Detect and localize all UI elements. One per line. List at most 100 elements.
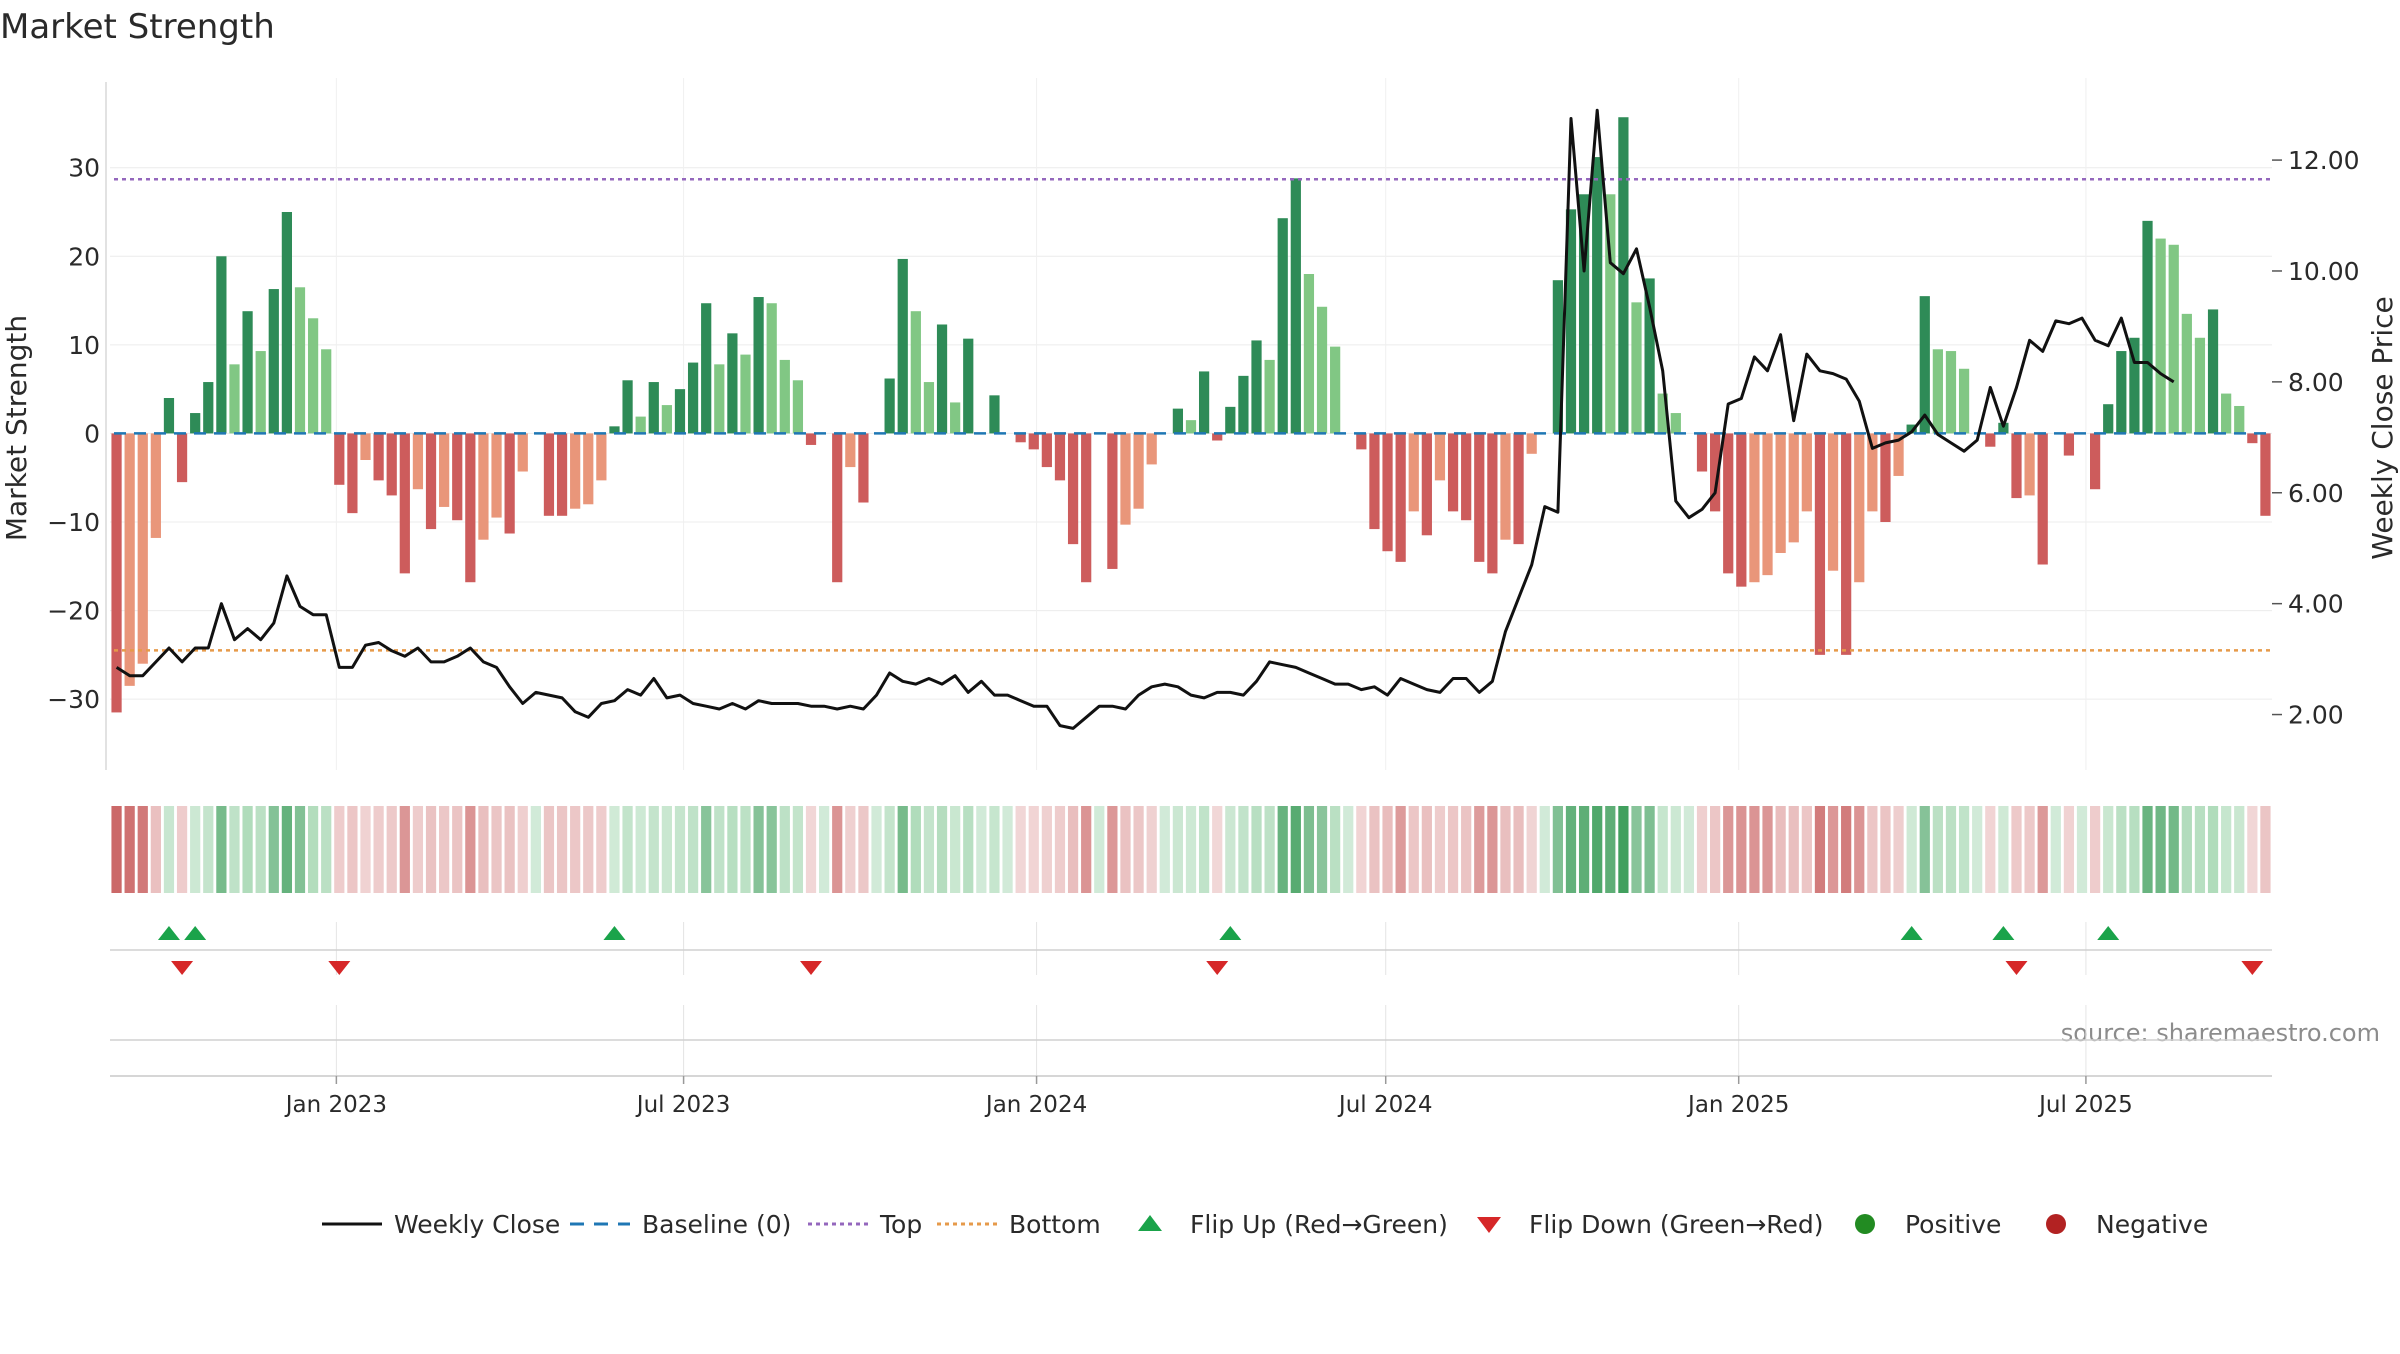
strength-bar: [884, 378, 895, 434]
strength-cell: [124, 806, 135, 893]
legend-negative-icon: [2046, 1214, 2066, 1234]
strength-bar: [1841, 433, 1852, 655]
strength-cell: [1775, 806, 1786, 893]
y2-tick-label: 8.00: [2288, 368, 2344, 397]
strength-bar: [1893, 433, 1904, 476]
strength-cell: [163, 806, 175, 893]
strength-cell: [1683, 806, 1695, 893]
strength-cell: [491, 806, 502, 893]
strength-bar: [596, 433, 607, 481]
strength-cell: [1054, 806, 1066, 893]
x-tick-label: Jul 2024: [1337, 1092, 1433, 1118]
strength-cell: [1264, 806, 1275, 893]
strength-cell: [2076, 806, 2088, 893]
strength-cell: [1067, 806, 1079, 893]
strength-cell: [832, 806, 843, 893]
strength-cell: [373, 806, 384, 893]
strength-bar: [2063, 433, 2075, 456]
legend-label: Flip Up (Red→Green): [1190, 1210, 1448, 1239]
strength-cell: [1277, 806, 1288, 893]
strength-bar: [832, 433, 843, 583]
strength-bar: [2194, 337, 2206, 434]
strength-bar: [255, 351, 266, 434]
strength-cell: [1198, 806, 1210, 893]
strength-cell: [1500, 806, 1511, 893]
y-tick-label: −20: [47, 597, 100, 626]
strength-bar: [1330, 346, 1341, 434]
strength-bar: [661, 405, 672, 434]
strength-cell: [1723, 806, 1734, 893]
strength-cell: [1513, 806, 1524, 893]
strength-cell: [2181, 806, 2192, 893]
strength-cell: [1002, 806, 1013, 893]
strength-cell: [819, 806, 830, 893]
strength-bar: [504, 433, 515, 534]
strength-bar: [1290, 178, 1301, 434]
strength-cell: [1592, 806, 1603, 893]
strength-cell: [452, 806, 463, 893]
strength-bar: [1356, 433, 1367, 450]
y2-tick-label: 2.00: [2288, 701, 2344, 730]
strength-cell: [334, 806, 345, 893]
strength-bar: [1369, 433, 1380, 530]
strength-bar: [294, 287, 306, 434]
strength-cell: [1867, 806, 1878, 893]
strength-bar: [858, 433, 869, 503]
strength-cell: [1749, 806, 1760, 893]
strength-cell: [1710, 806, 1721, 893]
strength-cell: [1670, 806, 1681, 893]
flip-up-marker: [1219, 926, 1242, 940]
y2-tick-label: 6.00: [2288, 479, 2344, 508]
strength-cell: [517, 806, 528, 893]
strength-cell: [1159, 806, 1170, 893]
legend-flip-up-icon: [1138, 1215, 1162, 1231]
strength-bar: [1788, 433, 1799, 543]
chart-title: Market Strength: [0, 7, 275, 47]
strength-bar: [635, 416, 646, 434]
strength-bar: [425, 433, 437, 530]
strength-cell: [727, 806, 738, 893]
strength-bar: [1880, 433, 1891, 522]
strength-cell: [399, 806, 410, 893]
strength-cell: [1565, 806, 1577, 893]
strength-bar: [687, 362, 699, 434]
strength-bar: [1723, 433, 1734, 574]
flip-down-marker: [2241, 961, 2264, 975]
strength-cell: [1906, 806, 1917, 893]
y2-tick-label: 10.00: [2288, 257, 2360, 286]
strength-cell: [609, 806, 620, 893]
strength-bar: [281, 212, 293, 434]
strength-bar: [556, 433, 568, 516]
strength-bar: [176, 433, 188, 483]
strength-cell: [1762, 806, 1773, 893]
strength-cell: [805, 806, 817, 893]
strength-bar: [583, 433, 594, 505]
strength-cell: [268, 806, 279, 893]
strength-cell: [1578, 806, 1590, 893]
strength-cell: [1801, 806, 1812, 893]
strength-bar: [2181, 313, 2192, 434]
strength-bar: [1382, 433, 1393, 552]
strength-cell: [2260, 806, 2271, 893]
strength-bar: [465, 433, 476, 583]
legend-label: Negative: [2096, 1210, 2208, 1239]
strength-cell: [1919, 806, 1930, 893]
strength-bar: [1461, 433, 1472, 521]
strength-bar: [373, 433, 384, 481]
strength-cell: [884, 806, 895, 893]
strength-bar: [1762, 433, 1773, 576]
strength-bar: [1225, 406, 1236, 434]
strength-bar: [792, 380, 804, 434]
strength-bar: [1238, 375, 1249, 434]
strength-bar: [570, 433, 581, 509]
strength-cell: [504, 806, 515, 893]
strength-bar: [517, 433, 528, 472]
strength-bar: [674, 389, 686, 434]
strength-cell: [1657, 806, 1668, 893]
strength-cell: [1081, 806, 1092, 893]
strength-bar: [753, 297, 764, 434]
strength-cell: [530, 806, 541, 893]
y-tick-label: −10: [47, 508, 100, 537]
strength-bar: [1919, 296, 1930, 434]
strength-cell: [910, 806, 921, 893]
